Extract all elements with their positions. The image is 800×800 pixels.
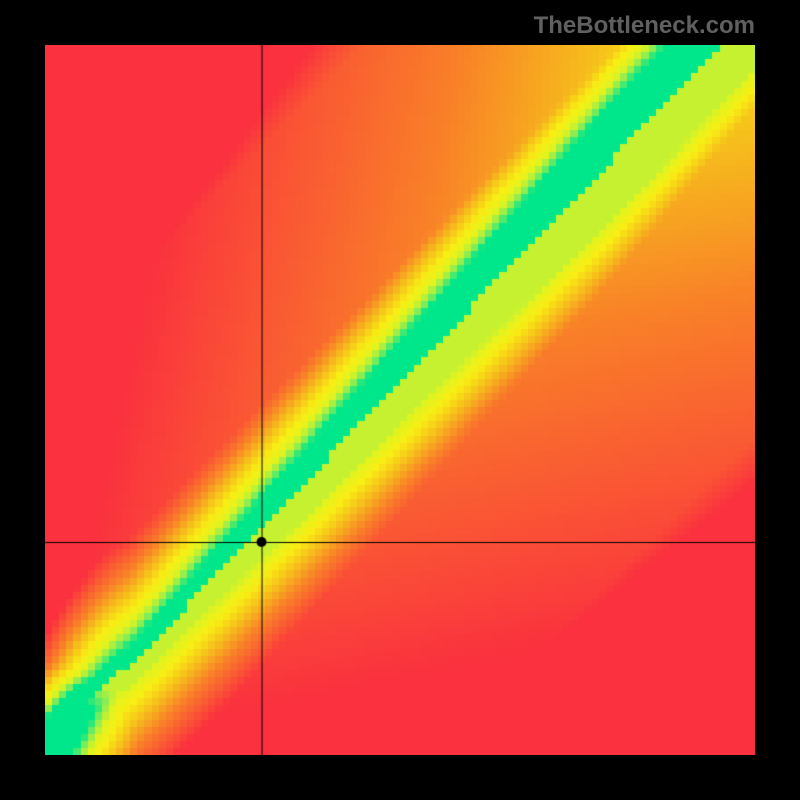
bottleneck-heatmap <box>45 45 755 755</box>
watermark-text: TheBottleneck.com <box>534 12 755 40</box>
